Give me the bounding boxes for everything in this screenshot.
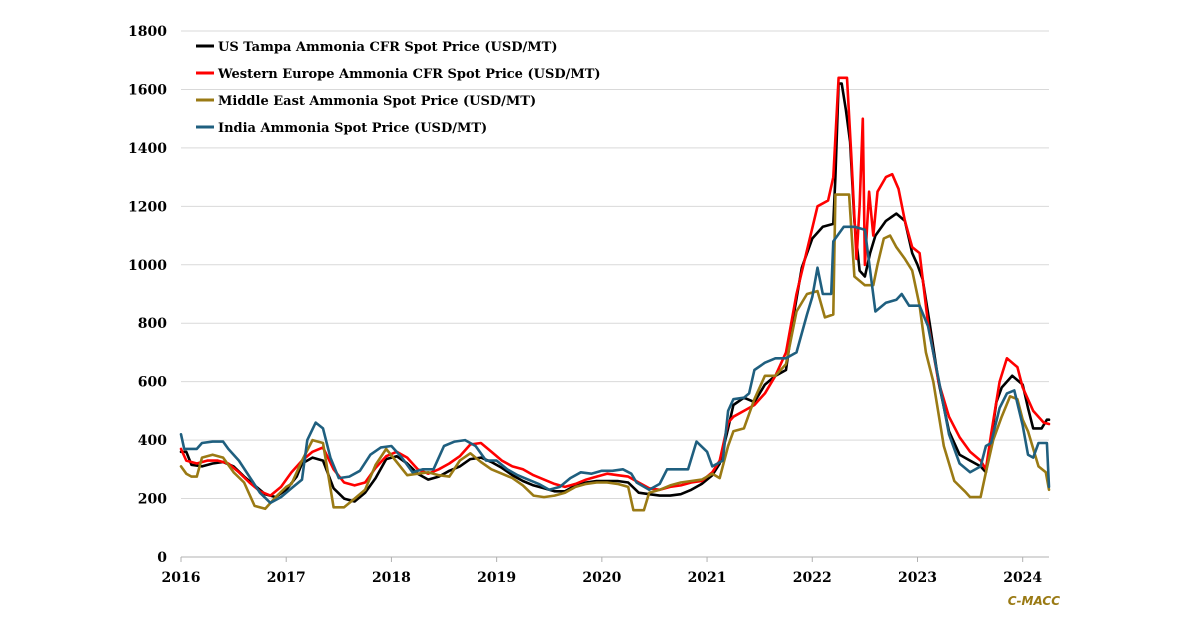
x-tick-label: 2016 [162,570,201,586]
x-axis-ticks: 2016 2017 2018 2019 2020 2021 2022 2023 2024 [162,557,1042,586]
y-tick-label: 600 [138,375,167,391]
y-tick-label: 800 [138,316,167,332]
legend-label-india: India Ammonia Spot Price (USD/MT) [218,121,487,136]
y-tick-label: 1600 [128,82,167,98]
y-tick-label: 200 [138,492,167,508]
y-tick-label: 1000 [128,258,167,274]
legend: US Tampa Ammonia CFR Spot Price (USD/MT)… [196,40,601,136]
legend-label-us-tampa: US Tampa Ammonia CFR Spot Price (USD/MT) [218,40,557,55]
x-tick-label: 2023 [898,570,937,586]
legend-label-middle-east: Middle East Ammonia Spot Price (USD/MT) [218,94,536,109]
x-tick-label: 2017 [267,570,306,586]
y-tick-label: 1200 [128,199,167,215]
y-tick-label: 1800 [128,24,167,40]
series-line-india [179,225,1051,505]
series-line-western-europe [179,76,1051,497]
y-axis-ticks: 0 200 400 600 800 1000 1200 1400 1600 1800 [128,24,167,566]
y-tick-label: 400 [138,433,167,449]
x-tick-label: 2018 [372,570,411,586]
x-tick-label: 2021 [688,570,727,586]
series-lines [179,76,1051,512]
series-line-middle-east [179,193,1051,512]
legend-label-western-europe: Western Europe Ammonia CFR Spot Price (U… [217,67,601,82]
x-tick-label: 2019 [477,570,516,586]
x-tick-label: 2022 [793,570,832,586]
series-line-us-tampa [179,82,1051,503]
y-tick-label: 0 [157,550,167,566]
x-tick-label: 2024 [1003,570,1042,586]
y-tick-label: 1400 [128,141,167,157]
x-tick-label: 2020 [582,570,621,586]
source-label: C-MACC [1008,594,1060,608]
